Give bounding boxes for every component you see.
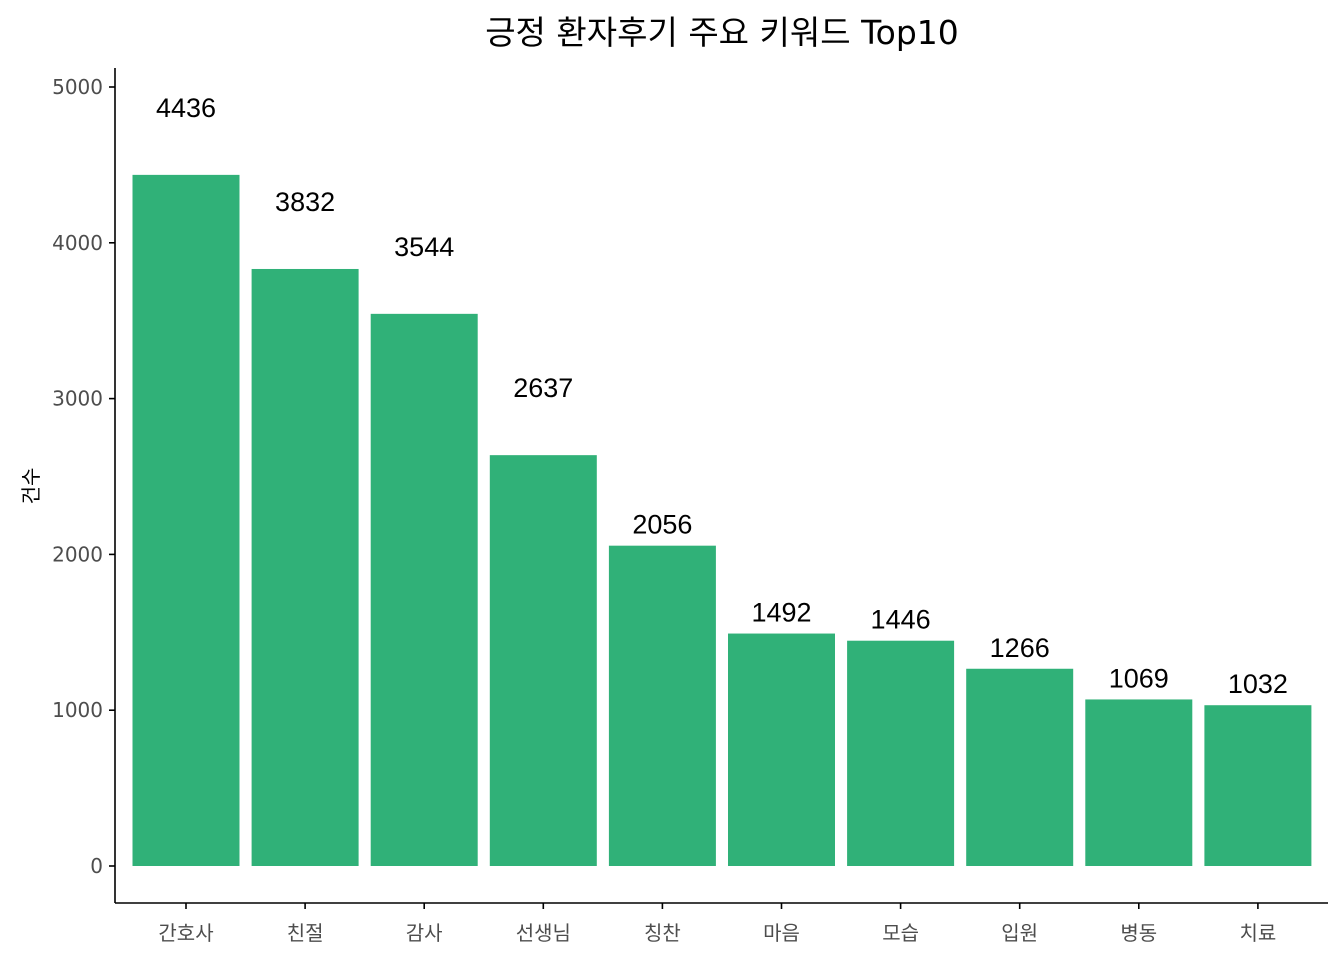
chart-title: 긍정 환자후기 주요 키워드 Top10 (485, 13, 959, 52)
x-tick-label: 친절 (287, 921, 324, 945)
x-axis-ticks: 간호사 친절 감사 선생님 칭찬 마음 모습 입원 병동 치료 (158, 903, 1276, 945)
x-tick-label: 간호사 (158, 921, 213, 945)
data-label: 1492 (751, 598, 811, 628)
data-label: 3832 (275, 187, 335, 217)
bar (132, 174, 240, 866)
data-label: 1266 (990, 633, 1050, 663)
data-label: 1069 (1109, 663, 1169, 693)
y-tick-label: 0 (90, 854, 103, 878)
data-label: 3544 (394, 232, 454, 262)
data-label: 1446 (871, 605, 931, 635)
data-label: 2637 (513, 373, 573, 403)
x-tick-label: 마음 (763, 921, 800, 945)
bar (966, 668, 1074, 866)
bar (608, 545, 716, 866)
x-tick-label: 모습 (882, 921, 919, 945)
bar (489, 455, 597, 866)
x-tick-label: 입원 (1001, 921, 1038, 945)
y-tick-label: 2000 (52, 542, 103, 566)
y-axis-ticks: 0 1000 2000 3000 4000 5000 (52, 75, 115, 878)
data-label: 4436 (156, 93, 216, 123)
x-tick-label: 선생님 (516, 921, 571, 945)
x-tick-label: 치료 (1239, 921, 1276, 945)
bar (847, 640, 955, 866)
bar (1204, 705, 1312, 866)
bar (370, 313, 478, 866)
bar (251, 268, 359, 867)
bar (1085, 699, 1193, 866)
y-tick-label: 5000 (52, 75, 103, 99)
bars: 4436 3832 3544 2637 2056 1492 1446 1266 1069 1032 (132, 93, 1312, 867)
y-tick-label: 3000 (52, 387, 103, 411)
data-label: 1032 (1228, 669, 1288, 699)
y-axis-label: 건수 (19, 468, 43, 505)
bar (728, 633, 835, 866)
x-tick-label: 칭찬 (644, 921, 681, 945)
y-tick-label: 4000 (52, 231, 103, 255)
x-tick-label: 병동 (1120, 921, 1157, 945)
data-label: 2056 (632, 510, 692, 540)
y-tick-label: 1000 (52, 698, 103, 722)
x-tick-label: 감사 (406, 921, 443, 945)
